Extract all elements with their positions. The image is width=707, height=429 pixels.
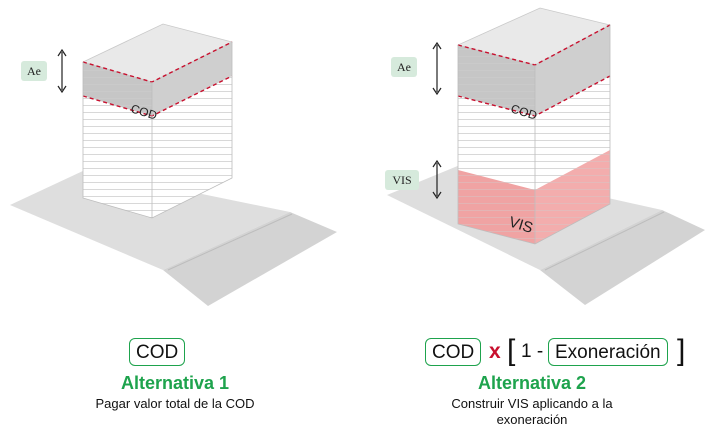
right-alt-title: Alternativa 2 (477, 373, 587, 393)
left-road (163, 212, 337, 306)
left-ae-arrow (57, 48, 67, 94)
open-bracket: [ (507, 334, 516, 367)
left-alt-title: Alternativa 1 (120, 373, 230, 393)
left-alt-description: Pagar valor total de la COD (95, 396, 255, 411)
right-ae-tag-label: Ae (397, 60, 411, 74)
right-cod-box: COD (425, 338, 482, 366)
right-vis-tag (385, 170, 419, 190)
left-ground-plot (10, 170, 290, 270)
right-vis-label: VIS (507, 214, 535, 237)
left-ae-tag-label: Ae (27, 64, 41, 78)
multiply-sign: x (489, 340, 501, 363)
right-vis-tag-label: VIS (392, 173, 411, 187)
close-bracket: ] (677, 334, 686, 367)
right-alt-description-line1: Construir VIS aplicando a la (451, 396, 613, 411)
left-ae-tag (21, 61, 47, 81)
exoneracion-box: Exoneración (548, 338, 668, 366)
right-road (540, 210, 705, 305)
right-ae-arrow (432, 41, 442, 96)
right-building: COD VIS Ae VIS (385, 7, 705, 305)
right-vis-arrow (432, 159, 442, 200)
left-building: COD Ae (10, 23, 337, 306)
right-alt-description-line2: exoneración (496, 412, 568, 427)
right-ae-tag (391, 57, 417, 77)
left-cod-box: COD (129, 338, 186, 366)
one-minus: 1 - (521, 341, 544, 362)
